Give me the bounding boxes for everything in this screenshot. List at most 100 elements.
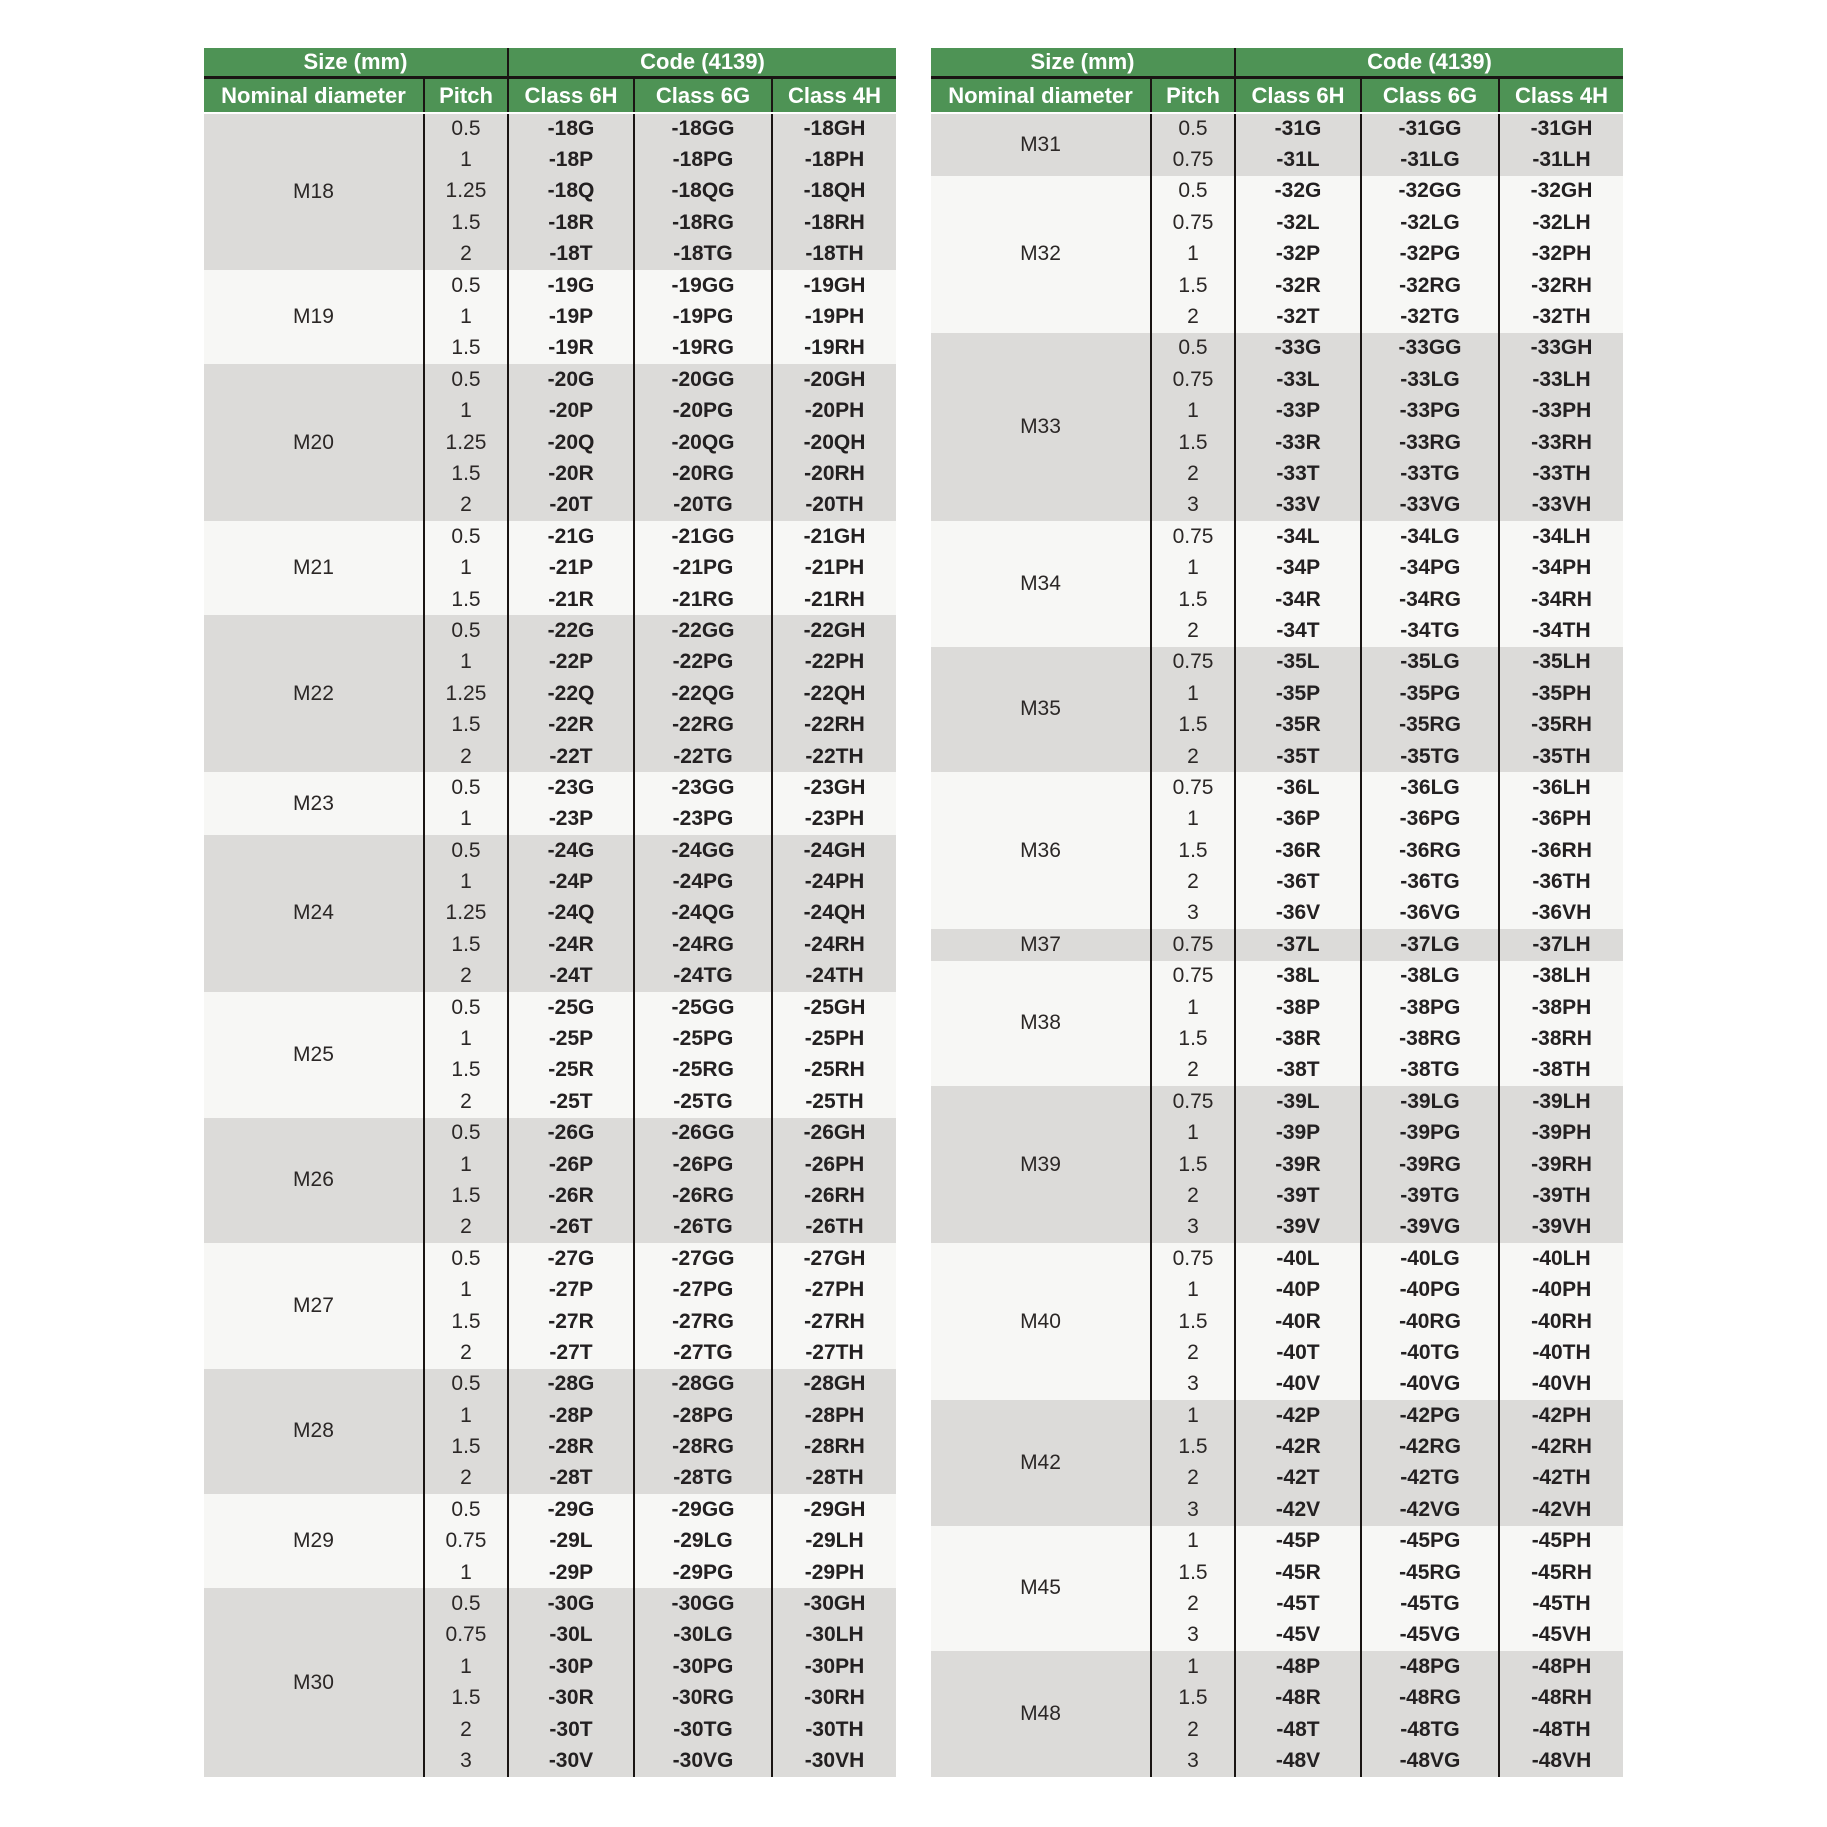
- code-class-6h-cell: -33V: [1235, 489, 1363, 522]
- code-class-6h-cell: -34R: [1235, 583, 1363, 616]
- table-row: 3 -33V -33VG -33VH: [931, 489, 1624, 522]
- code-class-6g-cell: -35TG: [1361, 740, 1501, 773]
- code-class-6h-cell: -35R: [1235, 709, 1363, 741]
- table-row: 1 -23P -23PG -23PH: [204, 803, 896, 835]
- table-row: 0.75 -30L -30LG -30LH: [204, 1619, 896, 1652]
- pitch-cell: 1: [423, 144, 510, 176]
- code-class-6g-cell: -36VG: [1361, 897, 1501, 930]
- code-class-6g-cell: -27TG: [634, 1337, 773, 1369]
- code-class-6h-cell: -26T: [508, 1211, 635, 1244]
- code-class-6g-cell: -18GG: [634, 113, 773, 145]
- code-class-4h-cell: -34RH: [1499, 583, 1624, 616]
- code-class-6g-cell: -25TG: [634, 1086, 773, 1118]
- pitch-cell: 3: [1151, 1368, 1237, 1401]
- code-class-6g-cell: -29GG: [634, 1494, 773, 1526]
- pitch-cell: 1: [1151, 991, 1237, 1024]
- code-class-6g-cell: -48PG: [1361, 1651, 1501, 1683]
- nominal-diameter-cell: M48: [931, 1651, 1152, 1777]
- table-row: 2 -38T -38TG -38TH: [931, 1054, 1624, 1087]
- code-class-6h-cell: -48V: [1235, 1745, 1363, 1777]
- code-class-6h-cell: -22G: [508, 615, 635, 647]
- pitch-cell: 0.5: [423, 1494, 510, 1526]
- pitch-cell: 0.5: [423, 1588, 510, 1620]
- table-row: 1.5 -33R -33RG -33RH: [931, 426, 1624, 459]
- table-row: M20 0.5 -20G -20GG -20GH: [203, 364, 896, 522]
- pitch-cell: 2: [1151, 301, 1237, 333]
- pitch-cell: 1.5: [423, 1305, 510, 1338]
- code-class-4h-cell: -21RH: [772, 583, 896, 616]
- nominal-diameter-cell: M35: [931, 646, 1152, 773]
- table-row: 1 -26P -26PG -26PH: [204, 1148, 896, 1181]
- code-class-6h-cell: -39R: [1235, 1148, 1363, 1181]
- code-class-4h-cell: -33GH: [1499, 332, 1624, 365]
- code-class-6g-cell: -23PG: [634, 803, 773, 835]
- pitch-cell: 0.5: [423, 615, 510, 647]
- pitch-cell: 1: [423, 1023, 510, 1055]
- table-row: 3 -40V -40VG -40VH: [931, 1368, 1624, 1401]
- code-class-6g-cell: -24QG: [634, 897, 773, 930]
- code-class-4h-cell: -40RH: [1499, 1305, 1624, 1338]
- code-class-6g-cell: -40PG: [1361, 1274, 1501, 1306]
- group-header-row: Size (mm) Code (4139): [931, 48, 1624, 79]
- code-class-6g-cell: -38TG: [1361, 1054, 1501, 1087]
- pitch-cell: 1.5: [1151, 1148, 1237, 1181]
- table-row: 0.75 -29L -29LG -29LH: [204, 1525, 896, 1557]
- code-class-6h-cell: -24R: [508, 929, 635, 961]
- code-class-6g-cell: -24TG: [634, 960, 773, 992]
- code-class-6h-cell: -48T: [1235, 1713, 1363, 1746]
- code-class-6g-cell: -18PG: [634, 144, 773, 176]
- pitch-cell: 2: [423, 489, 510, 522]
- nominal-diameter-cell: M28: [203, 1368, 425, 1495]
- code-class-4h-cell: -18QH: [772, 175, 896, 208]
- code-class-4h-cell: -32TH: [1499, 301, 1624, 333]
- table-row: 1.5 -30R -30RG -30RH: [204, 1682, 896, 1714]
- code-class-6g-cell: -33RG: [1361, 426, 1501, 459]
- table-row: 1 -40P -40PG -40PH: [931, 1274, 1624, 1306]
- code-class-6g-cell: -28TG: [634, 1462, 773, 1495]
- pitch-cell: 1.5: [1151, 709, 1237, 741]
- table-row: M18 0.5 -18G -18GG -18GH: [203, 113, 896, 270]
- code-class-6g-cell: -42RG: [1361, 1431, 1501, 1463]
- nominal-diameter-cell: M21: [203, 521, 425, 616]
- code-class-6g-cell: -35RG: [1361, 709, 1501, 741]
- pitch-cell: 1: [423, 1556, 510, 1589]
- code-class-6h-cell: -26P: [508, 1148, 635, 1181]
- nominal-diameter-cell: M37: [931, 929, 1152, 961]
- pitch-cell: 1: [1151, 238, 1237, 270]
- pitch-cell: 0.75: [1151, 929, 1237, 961]
- code-class-6h-cell: -36P: [1235, 803, 1363, 835]
- code-class-6g-cell: -30PG: [634, 1651, 773, 1683]
- code-class-6g-cell: -31GG: [1361, 113, 1501, 145]
- code-class-4h-cell: -36VH: [1499, 897, 1624, 930]
- code-class-6h-cell: -19G: [508, 269, 635, 302]
- code-class-6h-cell: -40P: [1235, 1274, 1363, 1306]
- table-row: 1.5 -21R -21RG -21RH: [204, 583, 896, 616]
- table-row: M36 0.75 -36L -36LG -36LH: [931, 772, 1624, 930]
- code-class-6g-cell: -38RG: [1361, 1023, 1501, 1055]
- code-class-4h-cell: -18TH: [772, 238, 896, 270]
- code-class-6h-cell: -36T: [1235, 866, 1363, 898]
- pitch-cell: 0.75: [1151, 1086, 1237, 1118]
- code-class-6h-cell: -18G: [508, 113, 635, 145]
- pitch-cell: 1.5: [1151, 1682, 1237, 1714]
- pitch-cell: 2: [423, 740, 510, 773]
- code-class-4h-cell: -18PH: [772, 144, 896, 176]
- table-row: M28 0.5 -28G -28GG -28GH: [203, 1368, 896, 1495]
- table-row: M30 0.5 -30G -30GG -30GH: [203, 1588, 896, 1777]
- pitch-cell: 1.5: [423, 1431, 510, 1463]
- pitch-cell: 1.5: [423, 1682, 510, 1714]
- code-class-4h-cell: -26PH: [772, 1148, 896, 1181]
- table-row: 1 -22P -22PG -22PH: [204, 646, 896, 679]
- code-class-6g-cell: -39VG: [1361, 1211, 1501, 1244]
- code-class-6g-cell: -26GG: [634, 1117, 773, 1149]
- code-class-6g-cell: -20TG: [634, 489, 773, 522]
- code-class-4h-cell: -48VH: [1499, 1745, 1624, 1777]
- code-class-6h-cell: -20Q: [508, 426, 635, 459]
- table-row: 3 -48V -48VG -48VH: [931, 1745, 1624, 1777]
- code-class-4h-cell: -35TH: [1499, 740, 1624, 773]
- code-class-6h-cell: -28P: [508, 1400, 635, 1432]
- table-row: M24 0.5 -24G -24GG -24GH: [203, 834, 896, 992]
- code-class-4h-cell: -39VH: [1499, 1211, 1624, 1244]
- pitch-cell: 0.5: [423, 834, 510, 867]
- table-row: M34 0.75 -34L -34LG -34LH: [931, 521, 1624, 647]
